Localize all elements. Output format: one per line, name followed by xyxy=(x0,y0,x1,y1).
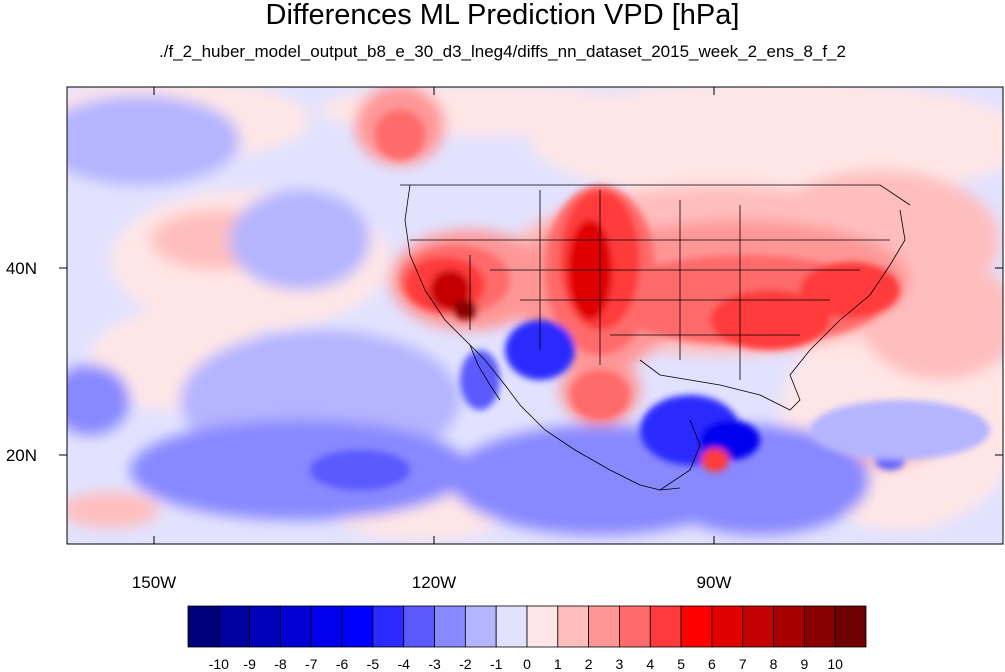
colorbar-swatch xyxy=(742,605,774,648)
colorbar-swatch xyxy=(526,605,559,648)
colorbar-swatch xyxy=(218,605,251,648)
colorbar-label: -4 xyxy=(398,656,411,672)
colorbar-swatch xyxy=(310,605,343,648)
colorbar-swatch xyxy=(341,605,374,648)
colorbar-swatch xyxy=(649,605,682,648)
colorbar-swatch xyxy=(403,605,435,648)
colorbar-label: -6 xyxy=(336,656,349,672)
colorbar-swatch xyxy=(280,605,312,648)
lat-label-40n: 40N xyxy=(6,259,37,278)
colorbar-label: 2 xyxy=(585,656,593,672)
colorbar-label: 8 xyxy=(770,656,778,672)
colorbar-label: 7 xyxy=(739,656,747,672)
map-ticks xyxy=(59,87,1003,544)
colorbar-swatch xyxy=(187,605,220,648)
colorbar-swatch xyxy=(773,605,805,648)
colorbar-swatch xyxy=(557,605,590,648)
map-title: Differences ML Prediction VPD [hPa] xyxy=(265,0,740,31)
vpd-difference-field xyxy=(67,87,1003,544)
colorbar-swatch xyxy=(588,605,620,648)
map-subtitle: ./f_2_huber_model_output_b8_e_30_d3_lneg… xyxy=(159,42,846,61)
colorbar-label: -10 xyxy=(209,656,229,672)
colorbar-label: -2 xyxy=(459,656,472,672)
map-frame xyxy=(66,86,1004,545)
colorbar-label: -5 xyxy=(367,656,380,672)
colorbar-label: -8 xyxy=(274,656,287,672)
colorbar-label: -7 xyxy=(305,656,318,672)
colorbar-label: 0 xyxy=(523,656,531,672)
colorbar-label: 3 xyxy=(616,656,624,672)
colorbar-swatch xyxy=(834,605,867,648)
colorbar-swatch xyxy=(495,605,528,648)
lon-label-150w: 150W xyxy=(132,573,176,592)
colorbar-swatch xyxy=(711,605,744,648)
colorbar: -10 -9 -8 -7 -6 -5 -4 -3 -2 -1 0 1 2 3 4 5 6 7 8 9 10 xyxy=(187,605,867,672)
colorbar-label: -3 xyxy=(428,656,441,672)
lat-label-20n: 20N xyxy=(6,446,37,465)
colorbar-label: 4 xyxy=(646,656,654,672)
colorbar-label: 1 xyxy=(554,656,562,672)
colorbar-swatch xyxy=(249,605,281,648)
colorbar-swatch xyxy=(464,605,497,648)
colorbar-label: -1 xyxy=(490,656,503,672)
lon-label-120w: 120W xyxy=(412,573,456,592)
colorbar-label: 5 xyxy=(677,656,685,672)
colorbar-label: -9 xyxy=(243,656,256,672)
colorbar-swatch xyxy=(680,605,713,648)
colorbar-label: 10 xyxy=(827,656,843,672)
coastline xyxy=(400,184,911,491)
colorbar-swatch xyxy=(619,605,651,648)
colorbar-label: 9 xyxy=(800,656,808,672)
lon-label-90w: 90W xyxy=(697,573,732,592)
colorbar-label: 6 xyxy=(708,656,716,672)
colorbar-swatch xyxy=(434,605,466,648)
colorbar-swatch xyxy=(372,605,405,648)
colorbar-swatch xyxy=(803,605,836,648)
